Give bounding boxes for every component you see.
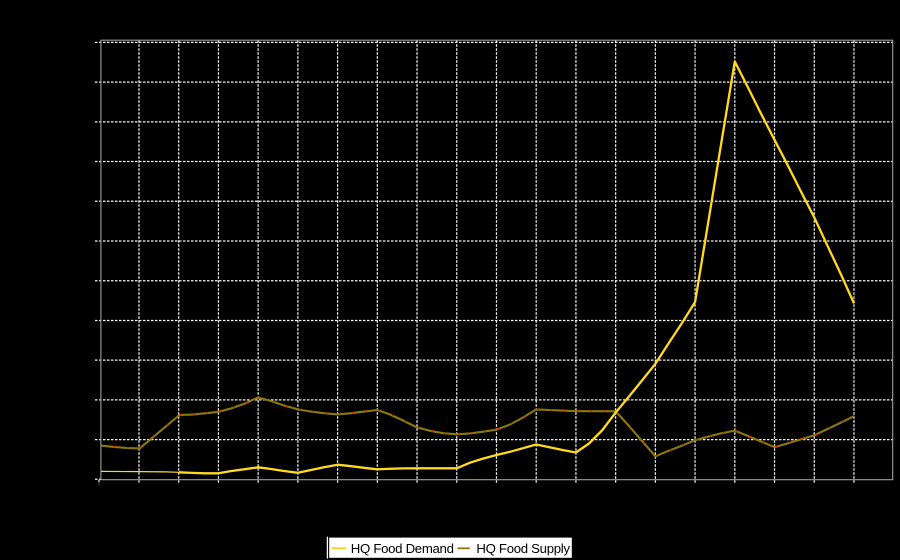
svg-text:HQ Food Demand: HQ Food Demand [351,541,454,556]
svg-text:HQ Food Supply: HQ Food Supply [476,541,570,556]
